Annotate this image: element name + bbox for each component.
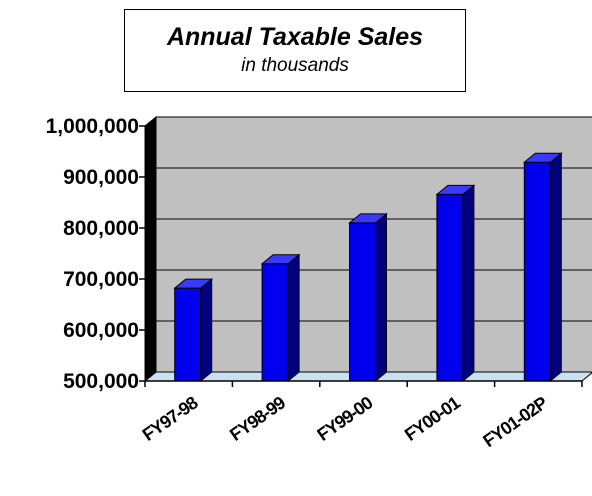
bar-front: [174, 287, 202, 382]
bar-front: [436, 193, 464, 382]
y-tick-label: 900,000: [63, 166, 139, 189]
x-tick-label: FY98-99: [226, 392, 289, 445]
bar-front: [523, 161, 551, 382]
bar-side: [375, 212, 387, 383]
y-tick-label: 700,000: [63, 268, 139, 291]
y-axis-ticks: 500,000 600,000 700,000 800,000 900,000 1,000…: [46, 115, 145, 393]
y-tick-label: 1,000,000: [46, 115, 139, 138]
bar: [260, 253, 301, 383]
y-tick-label: 800,000: [63, 217, 139, 240]
chart-subtitle: in thousands: [241, 55, 349, 76]
bar-top: [522, 152, 563, 163]
chart-title-box: Annual Taxable Sales in thousands: [124, 9, 466, 92]
bar-top: [260, 254, 301, 265]
x-tick-label: FY99-00: [313, 392, 376, 445]
bar: [173, 278, 214, 383]
bar-top: [435, 184, 476, 195]
x-tick-label: FY97-98: [139, 392, 202, 445]
plot-side-wall: [144, 115, 157, 383]
bar-side: [200, 278, 213, 383]
bar-top: [348, 213, 388, 224]
bar-side: [287, 253, 300, 383]
x-tick-label: FY01-02P: [479, 392, 551, 451]
bar-top: [173, 278, 214, 289]
bar: [522, 152, 563, 383]
bar: [348, 212, 388, 383]
x-tick-label: FY00-01: [401, 392, 464, 445]
y-tick-label: 500,000: [63, 370, 139, 393]
bar-front: [261, 263, 289, 382]
bar-side: [462, 184, 475, 383]
bar: [435, 184, 476, 383]
bars: [173, 152, 563, 383]
chart-title: Annual Taxable Sales: [166, 23, 424, 51]
bar-front: [349, 222, 376, 382]
x-axis-ticks: FY97-98 FY98-99 FY99-00 FY00-01 FY01-02P: [139, 380, 583, 451]
y-tick-label: 600,000: [63, 319, 139, 342]
bar-side: [549, 152, 562, 383]
